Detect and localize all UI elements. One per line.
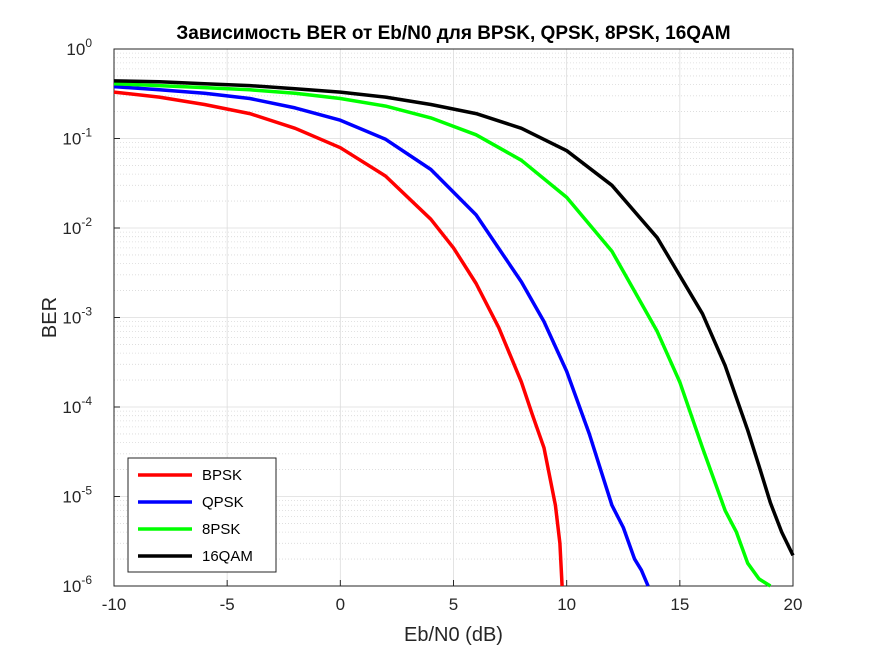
x-tick-label: 0 [336, 595, 345, 614]
series-lines [113, 79, 795, 588]
y-tick-label: 10-6 [62, 573, 92, 596]
series-line-16qam [113, 79, 795, 557]
y-tick-label: 100 [66, 36, 92, 59]
x-tick-label: -10 [102, 595, 127, 614]
y-axis-label: BER [39, 297, 61, 338]
legend-label: BPSK [202, 467, 242, 484]
y-tick-exponent: -6 [81, 573, 92, 587]
x-axis-label: Eb/N0 (dB) [404, 624, 503, 646]
y-tick-label: 10-2 [62, 215, 92, 238]
series-line-qpsk [113, 84, 650, 587]
y-tick-exponent: -1 [81, 126, 92, 140]
legend-label: 8PSK [202, 521, 240, 538]
y-tick-exponent: -4 [81, 394, 92, 408]
x-tick-label: 10 [557, 595, 576, 614]
x-tick-label: 15 [670, 595, 689, 614]
x-tick-label: -5 [220, 595, 235, 614]
legend-label: QPSK [202, 494, 244, 511]
y-tick-label: 10-4 [62, 394, 92, 417]
y-tick-base: 10 [62, 488, 81, 507]
series-line-8psk [113, 81, 772, 588]
y-tick-base: 10 [62, 309, 81, 328]
y-tick-exponent: 0 [85, 36, 92, 50]
y-tick-base: 10 [62, 577, 81, 596]
y-tick-exponent: -2 [81, 215, 92, 229]
legend: BPSK QPSK 8PSK 16QAM [127, 457, 277, 573]
y-tick-base: 10 [62, 130, 81, 149]
y-tick-base: 10 [62, 219, 81, 238]
series-line-bpsk [113, 90, 564, 587]
x-tick-label: 5 [449, 595, 458, 614]
y-tick-exponent: -5 [81, 484, 92, 498]
y-tick-label: 10-5 [62, 484, 92, 507]
y-tick-label: 10-3 [62, 305, 92, 328]
x-tick-label: 20 [784, 595, 803, 614]
x-axis-ticks: -10 -5 0 5 10 15 20 [102, 580, 803, 614]
legend-box [127, 457, 277, 573]
chart-title: Зависимость BER от Eb/N0 для BPSK, QPSK,… [176, 23, 730, 44]
y-tick-label: 10-1 [62, 126, 92, 149]
legend-label: 16QAM [202, 548, 253, 565]
y-tick-exponent: -3 [81, 305, 92, 319]
y-tick-base: 10 [62, 398, 81, 417]
y-tick-base: 10 [66, 40, 85, 59]
